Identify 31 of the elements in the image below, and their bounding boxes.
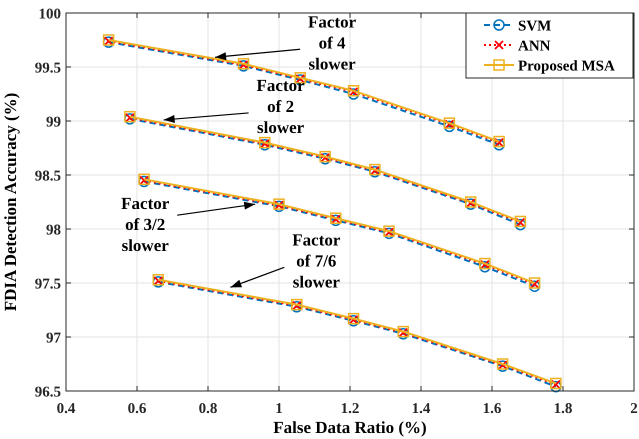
y-tick-label: 99.5 bbox=[34, 60, 61, 76]
x-tick-label: 1.4 bbox=[412, 401, 431, 417]
y-tick-label: 97 bbox=[46, 330, 62, 346]
y-tick-label: 98.5 bbox=[34, 168, 61, 184]
y-tick-label: 97.5 bbox=[34, 276, 61, 292]
x-tick-label: 1.8 bbox=[554, 401, 572, 417]
y-axis-title: FDIA Detection Accuracy (%) bbox=[1, 92, 20, 312]
legend-label: ANN bbox=[518, 38, 551, 54]
y-tick-label: 100 bbox=[38, 6, 61, 22]
x-tick-label: 2 bbox=[630, 401, 638, 417]
y-tick-label: 96.5 bbox=[34, 384, 61, 400]
x-tick-label: 1.6 bbox=[482, 401, 502, 417]
point bbox=[528, 280, 540, 292]
annotation: Factor of 2 slower bbox=[256, 76, 306, 137]
legend-label: SVM bbox=[518, 18, 552, 34]
point bbox=[493, 139, 505, 151]
y-tick-label: 99 bbox=[46, 114, 61, 130]
x-tick-label: 0.4 bbox=[56, 401, 76, 417]
legend-label: Proposed MSA bbox=[518, 58, 615, 74]
x-tick-label: 1.2 bbox=[340, 401, 360, 417]
x-axis-title: False Data Ratio (%) bbox=[273, 418, 427, 437]
point bbox=[444, 120, 456, 132]
annotation: Factor of 3/2 slower bbox=[121, 194, 170, 256]
annotation: Factor of 7/6 slower bbox=[292, 230, 341, 292]
x-tick-label: 0.8 bbox=[198, 401, 218, 417]
point bbox=[550, 380, 562, 392]
annotation: Factor of 4 slower bbox=[308, 12, 357, 74]
y-tick-label: 98 bbox=[46, 222, 61, 238]
x-tick-label: 0.6 bbox=[128, 401, 147, 417]
point bbox=[514, 218, 526, 230]
x-tick-label: 1 bbox=[275, 401, 283, 417]
